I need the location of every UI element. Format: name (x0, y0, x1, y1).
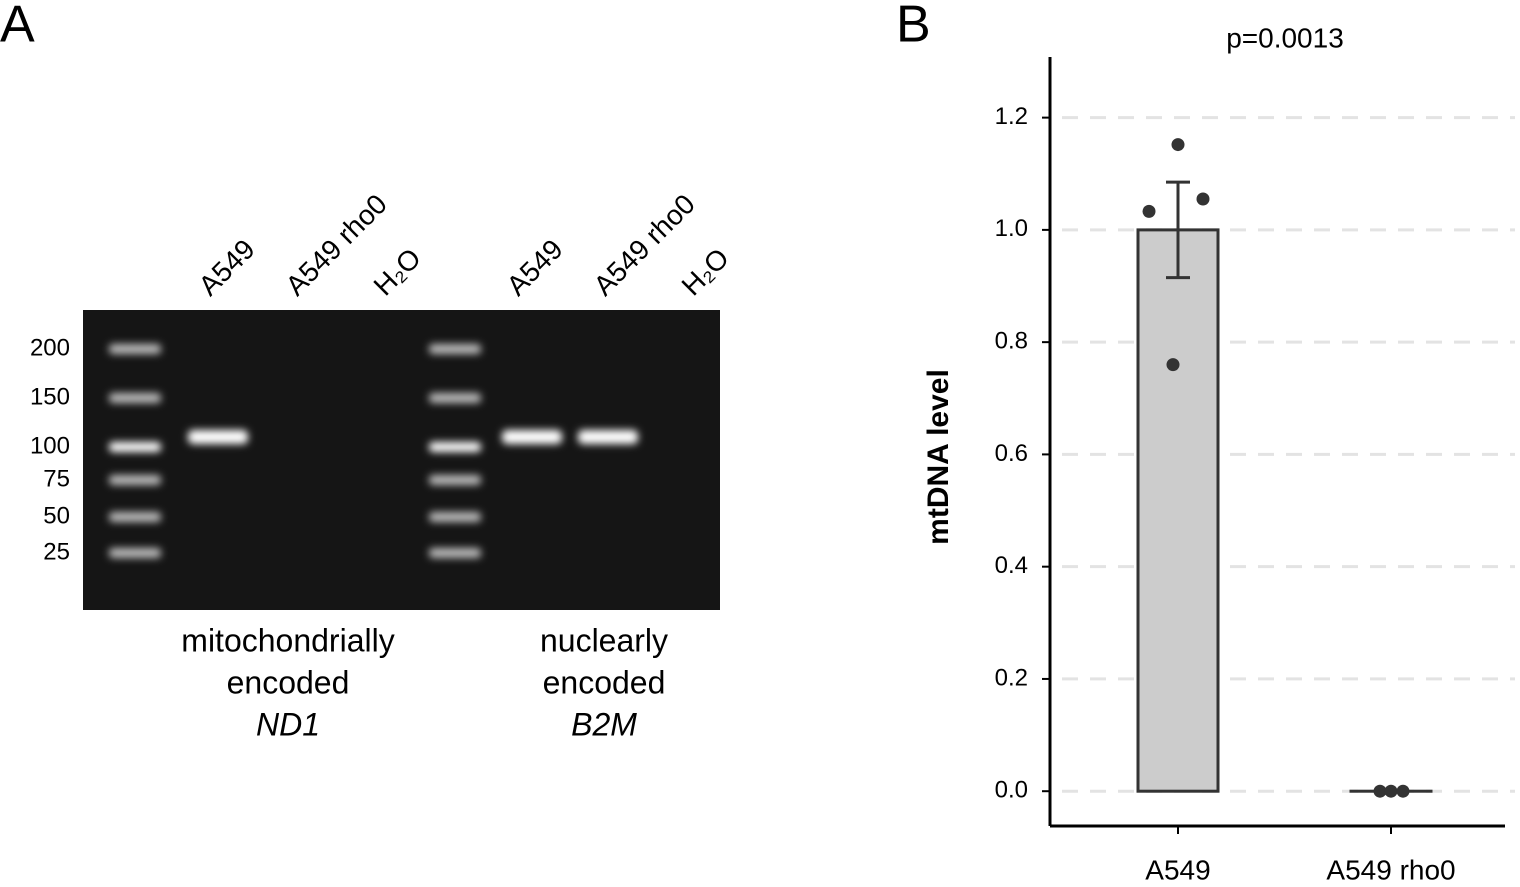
ladder-band (109, 344, 161, 354)
gene-label: encoded (543, 664, 666, 700)
ladder-band (429, 548, 481, 558)
data-point (1171, 138, 1185, 152)
ladder-label: 25 (43, 538, 70, 565)
gene-label: B2M (571, 706, 637, 742)
lane-label: A549 (193, 233, 261, 301)
ladder-band (429, 393, 481, 403)
gene-label: ND1 (256, 706, 320, 742)
y-axis-label: mtDNA level (922, 369, 955, 545)
panel-label: B (896, 0, 931, 54)
lane-label: A549 (501, 233, 569, 301)
ladder-band (109, 475, 161, 485)
ladder-label: 50 (43, 502, 70, 529)
y-tick-label: 0.6 (995, 440, 1028, 467)
gene-label: mitochondrially (181, 622, 394, 658)
data-point (1396, 784, 1410, 798)
lane-label: H₂O (368, 242, 427, 301)
product-band (188, 430, 248, 444)
y-tick-label: 0.2 (995, 664, 1028, 691)
ladder-band (109, 548, 161, 558)
product-band (578, 430, 638, 444)
data-point (1142, 204, 1156, 218)
y-tick-label: 0.4 (995, 552, 1028, 579)
y-tick-label: 1.2 (995, 103, 1028, 130)
gene-label: nuclearly (540, 622, 668, 658)
ladder-label: 200 (30, 334, 70, 361)
y-tick-label: 1.0 (995, 215, 1028, 242)
y-tick-label: 0.8 (995, 327, 1028, 354)
data-point (1373, 784, 1387, 798)
ladder-band (429, 344, 481, 354)
annotation: p=0.0013 (1226, 22, 1344, 53)
bar (1136, 228, 1220, 793)
panel-label: A (0, 0, 35, 54)
gel (83, 310, 720, 610)
ladder-band (429, 512, 481, 522)
gel-bands (109, 344, 638, 558)
gene-label: encoded (227, 664, 350, 700)
x-tick-label: A549 rho0 (1326, 854, 1455, 885)
ladder-label: 150 (30, 383, 70, 410)
product-band (502, 430, 562, 444)
ladder-band (109, 442, 161, 452)
data-point (1384, 784, 1398, 798)
lane-label: H₂O (676, 242, 735, 301)
x-tick-label: A549 (1145, 854, 1210, 885)
ladder-band (109, 393, 161, 403)
ladder-band (429, 475, 481, 485)
data-point (1166, 358, 1180, 372)
ladder-label: 100 (30, 432, 70, 459)
ladder-band (109, 512, 161, 522)
ladder-label: 75 (43, 465, 70, 492)
ladder-band (429, 442, 481, 452)
data-point (1196, 192, 1210, 206)
y-tick-label: 0.0 (995, 777, 1028, 804)
